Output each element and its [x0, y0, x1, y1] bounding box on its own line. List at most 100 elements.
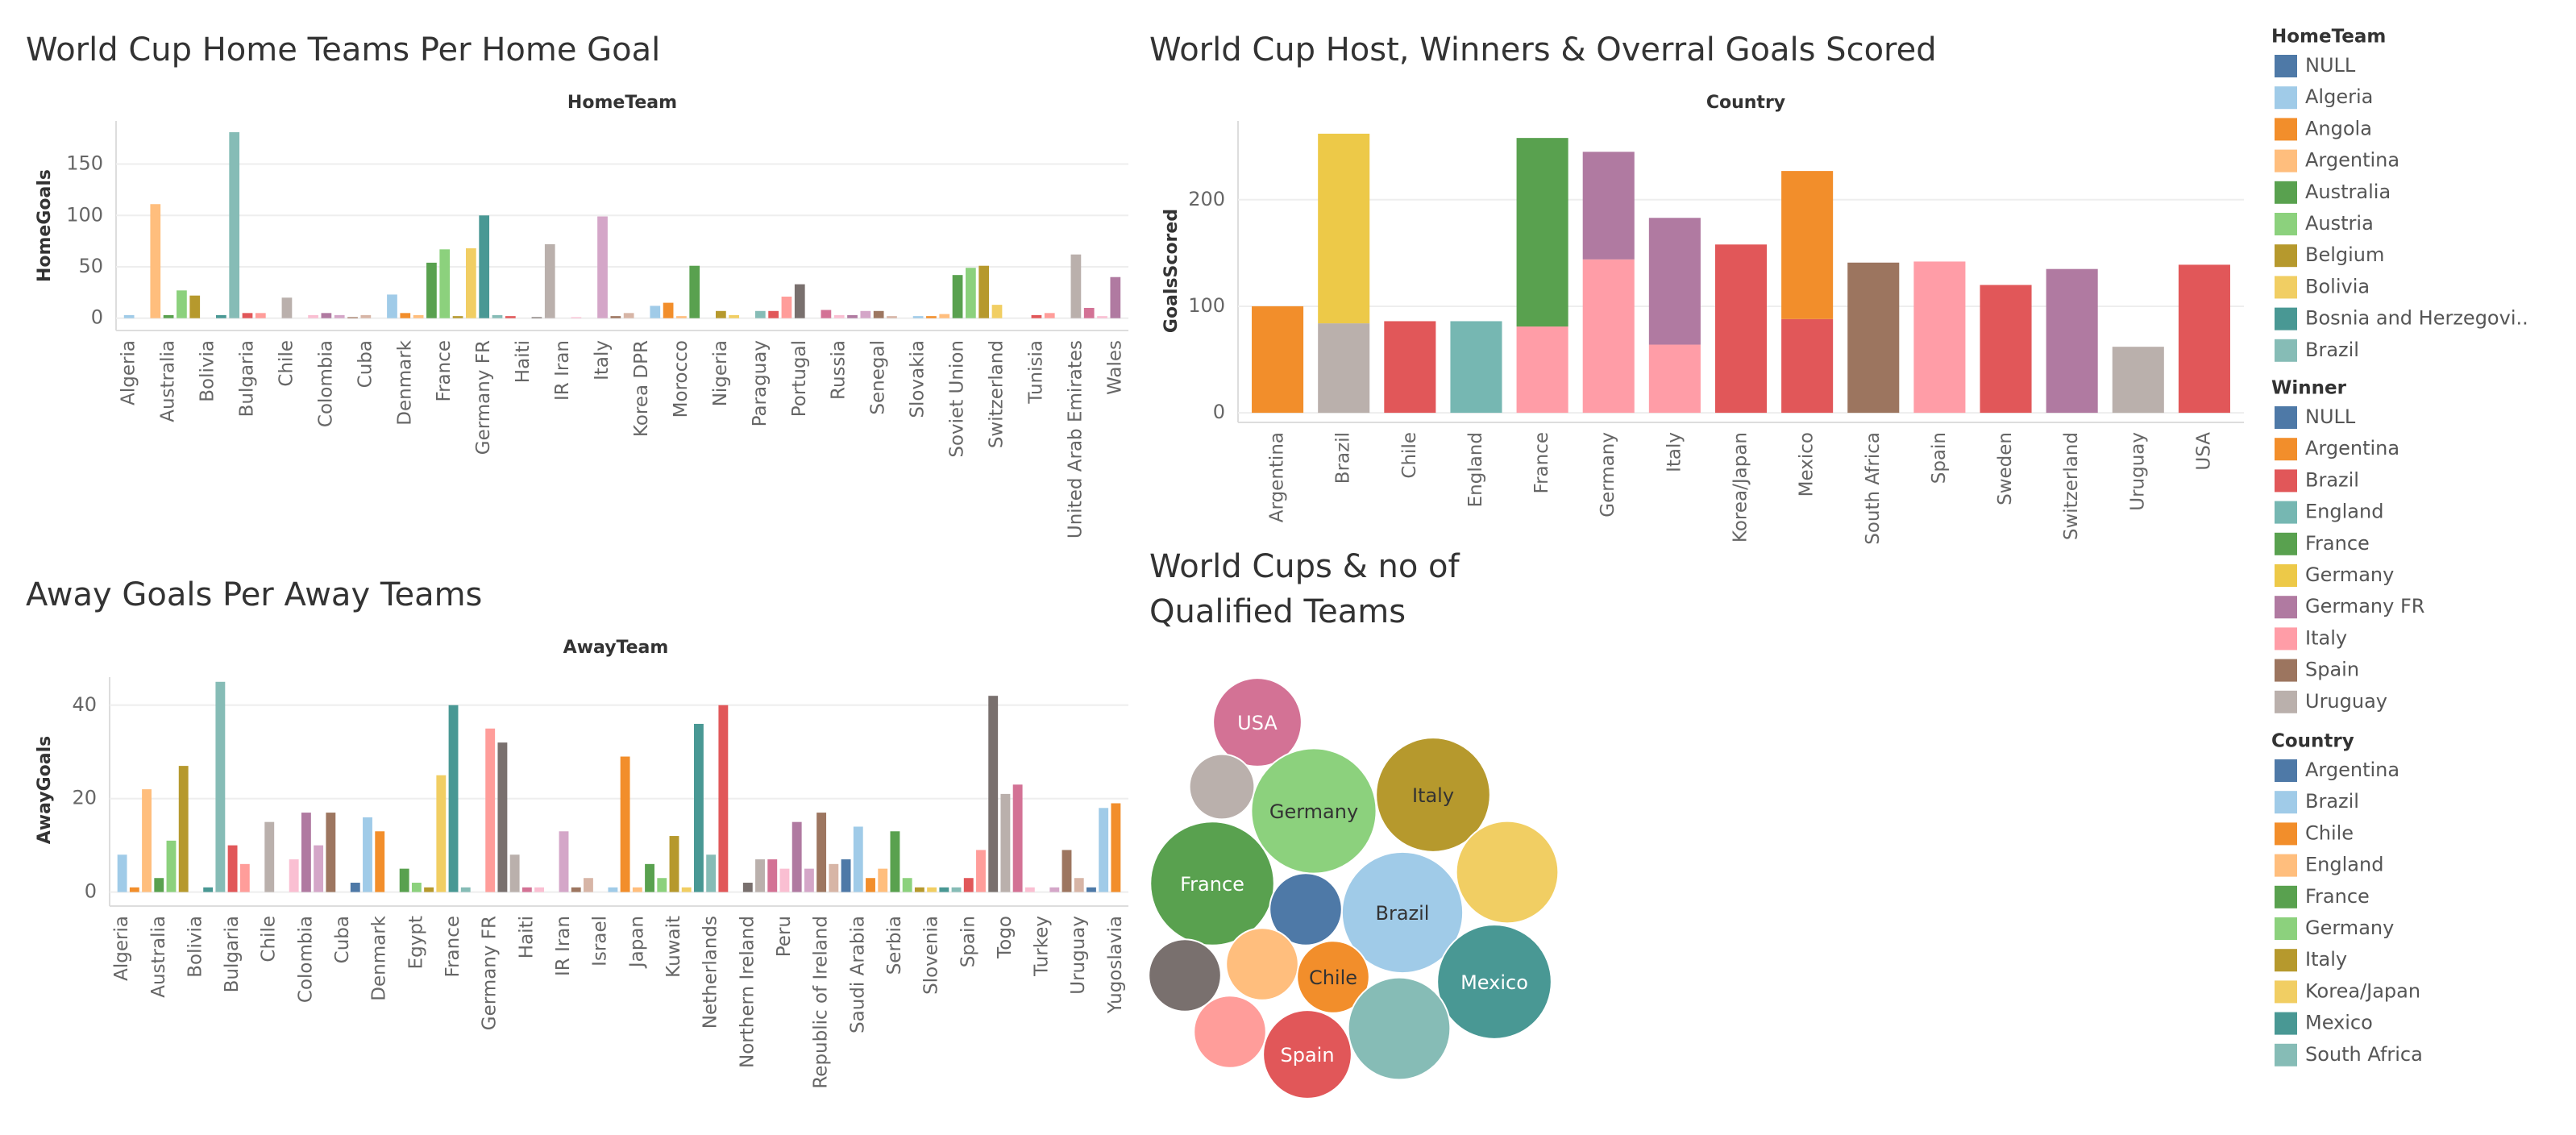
bar [289, 859, 299, 892]
legend-label: France [2305, 532, 2370, 555]
bar [1049, 887, 1060, 892]
x-tick-label: IR Iran [553, 916, 574, 976]
bar [939, 887, 949, 892]
x-tick-label: Denmark [369, 915, 390, 1000]
bar [308, 314, 318, 318]
bar [497, 742, 508, 892]
y-tick-label: 100 [66, 203, 103, 226]
bar [860, 310, 871, 318]
x-tick-label: Portugal [789, 340, 810, 417]
x-tick-label: Northern Ireland [737, 916, 758, 1068]
bar [966, 268, 976, 318]
x-tick-label: Italy [592, 340, 613, 380]
legend-label: Belgium [2305, 243, 2384, 266]
chart-title: World Cup Home Teams Per Home Goal [26, 31, 660, 69]
x-tick-label: Haiti [516, 916, 537, 958]
legend-title: Country [2271, 731, 2354, 752]
bar [571, 317, 582, 318]
bar [767, 859, 778, 892]
bar-segment [2046, 268, 2098, 414]
bar [645, 863, 654, 892]
bar-segment [1781, 171, 1834, 319]
x-tick-label: Morocco [671, 340, 692, 418]
bar [716, 310, 726, 318]
bubble-label: France [1180, 873, 1244, 896]
bar [833, 314, 845, 318]
bar [544, 243, 555, 318]
bar [123, 314, 135, 318]
y-tick-label: 0 [1213, 401, 1225, 423]
x-tick-label: Senegal [868, 340, 889, 415]
bar [426, 262, 437, 318]
bar [531, 317, 542, 318]
bar [779, 868, 790, 892]
bar [229, 132, 240, 318]
bar [178, 766, 189, 892]
x-tick-label: Slovenia [921, 916, 942, 995]
legend-label: Uruguay [2305, 690, 2387, 713]
x-header: HomeTeam [567, 93, 677, 113]
bar [424, 887, 434, 892]
bubble-label: USA [1237, 712, 1278, 734]
bar [873, 310, 884, 318]
bar [890, 831, 900, 892]
legend-label: Argentina [2305, 759, 2399, 781]
bar-segment [1516, 138, 1568, 327]
bubble-label: Germany [1269, 800, 1358, 823]
bar [281, 297, 293, 318]
bubble [1262, 1009, 1352, 1100]
bar [154, 878, 164, 892]
bar [117, 854, 127, 892]
legend-swatch [2275, 759, 2297, 782]
x-header: AwayTeam [563, 638, 669, 658]
bar [460, 887, 471, 892]
x-tick-label: United Arab Emirates [1065, 340, 1086, 538]
bar [841, 859, 851, 892]
legend-label: Argentina [2305, 437, 2399, 459]
bar-segment [1252, 306, 1304, 414]
y-tick-label: 40 [72, 693, 97, 716]
bar [914, 887, 924, 892]
bubble [1188, 753, 1256, 821]
bar [902, 878, 912, 892]
y-tick-label: 20 [72, 787, 97, 809]
legend-swatch [2275, 690, 2297, 713]
x-tick-label: France [1531, 432, 1552, 493]
bar [847, 314, 858, 318]
legend-label: Germany FR [2305, 595, 2424, 617]
bar [718, 705, 729, 892]
bar-segment [1516, 326, 1568, 414]
x-tick-label: Bulgaria [222, 916, 243, 992]
bar [559, 831, 569, 892]
bar [166, 840, 177, 892]
legend-swatch [2275, 627, 2297, 651]
legend-swatch [2275, 307, 2297, 331]
legend-swatch [2275, 659, 2297, 682]
x-tick-label: Spain [1929, 432, 1950, 484]
bubble [1149, 821, 1275, 946]
bar [816, 813, 827, 892]
x-tick-label: Cuba [332, 916, 353, 963]
x-tick-label: Soviet Union [947, 340, 968, 458]
bar [991, 305, 1003, 318]
legend-label: NULL [2305, 54, 2356, 77]
bar [439, 249, 451, 318]
legend-swatch [2275, 564, 2297, 587]
bar-segment [1913, 261, 1966, 414]
chart-title-box: World Cups & no of Qualified Teams [1149, 547, 1460, 630]
y-tick-label: 0 [91, 306, 103, 329]
bar [242, 313, 253, 318]
legend-swatch [2275, 86, 2297, 110]
bar [326, 813, 336, 892]
bar [452, 316, 463, 318]
x-tick-label: Mexico [1797, 432, 1818, 497]
bar [866, 878, 875, 892]
x-tick-label: Brazil [1333, 432, 1354, 484]
x-tick-label: Australia [158, 340, 179, 422]
bar [264, 821, 275, 892]
x-tick-label: USA [2193, 432, 2214, 471]
bar [1000, 793, 1011, 892]
bar-segment [1318, 323, 1370, 414]
bar [485, 728, 496, 892]
